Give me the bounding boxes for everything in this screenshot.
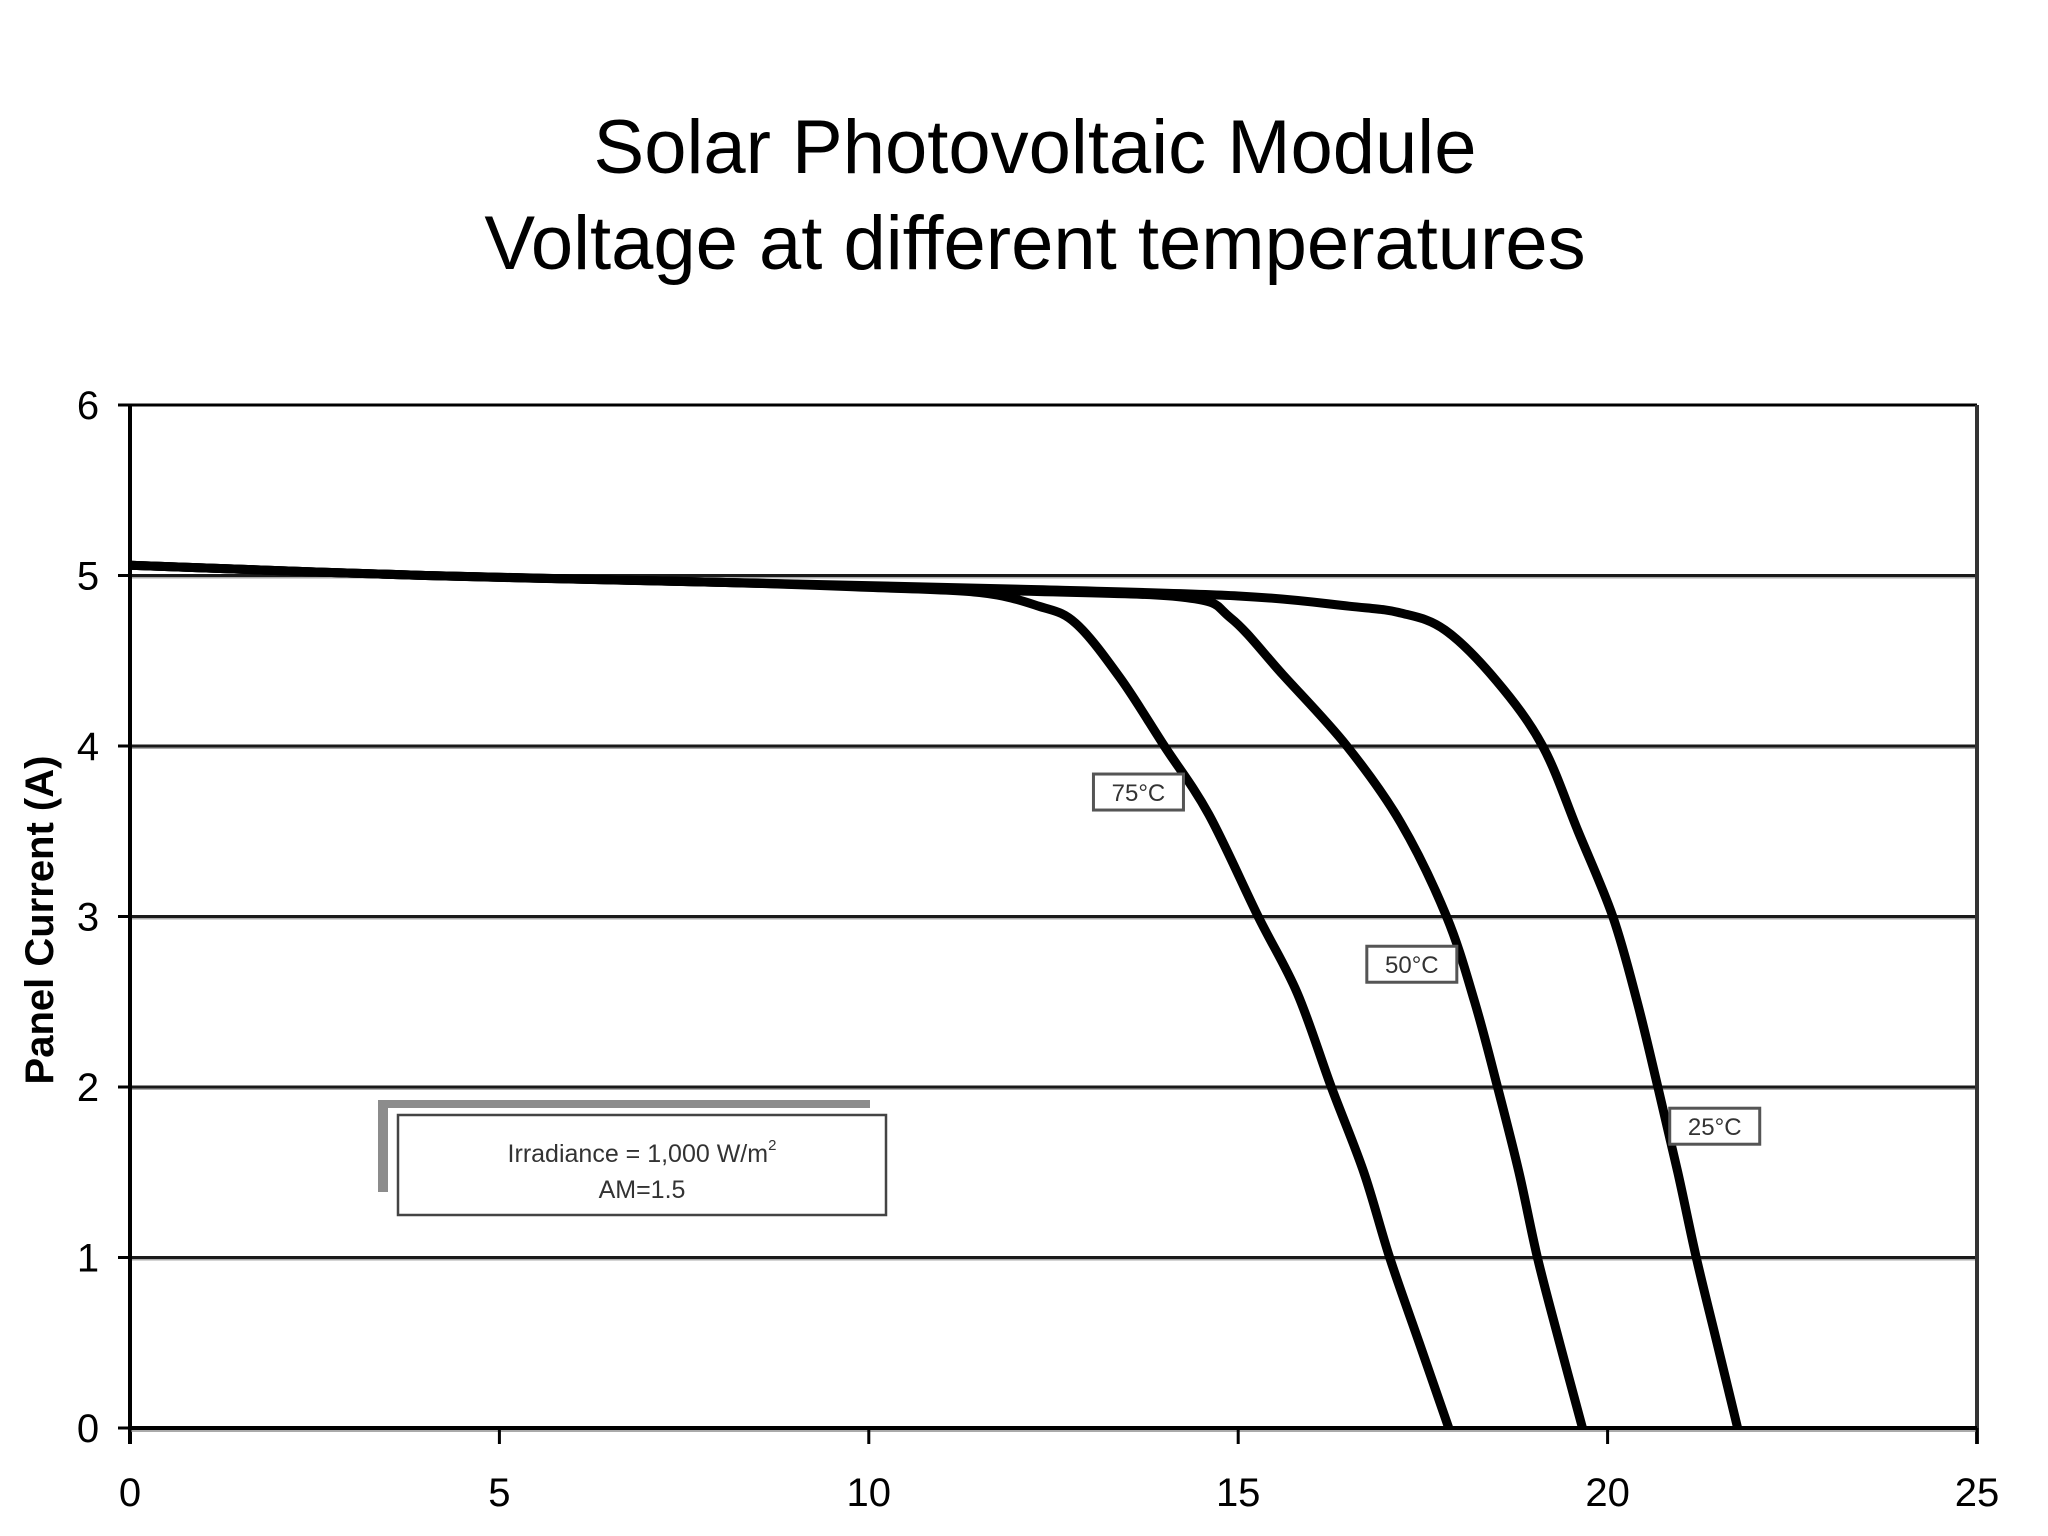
y-tick-label: 6	[77, 384, 99, 428]
y-tick-label: 3	[77, 896, 99, 940]
annotation-air-mass: AM=1.5	[599, 1176, 686, 1204]
curve-label-50c: 50°C	[1385, 952, 1439, 979]
curve-label-box	[1668, 1106, 1762, 1146]
x-tick-label: 15	[1216, 1471, 1261, 1515]
x-tick-label: 10	[847, 1471, 892, 1515]
chart-title-line-2: Voltage at different temperatures	[484, 201, 1586, 286]
x-tick-label: 20	[1585, 1471, 1630, 1515]
iv-curve-25c	[129, 560, 1743, 1430]
iv-curves	[129, 560, 1743, 1430]
x-tick-label: 5	[488, 1471, 510, 1515]
chart-title-line-1: Solar Photovoltaic Module	[593, 105, 1477, 190]
y-axis-ticks: 0 1 2 3 4 5 6	[77, 384, 130, 1451]
curve-label-box	[1365, 944, 1459, 984]
iv-curve-50c	[129, 560, 1587, 1430]
gridlines	[130, 574, 1977, 1261]
x-axis-ticks: 0 5 10 15 20 25	[119, 1428, 1999, 1515]
irradiance-annotation: Irradiance = 1,000 W/m2 AM=1.5	[378, 1100, 888, 1217]
y-tick-label: 0	[77, 1407, 99, 1451]
axes	[128, 403, 1979, 1444]
x-tick-label: 25	[1955, 1471, 2000, 1515]
x-tick-label: 0	[119, 1471, 141, 1515]
curve-label-box	[1091, 772, 1185, 812]
chart-title: Solar Photovoltaic Module Voltage at dif…	[0, 100, 2048, 292]
curve-labels: 75°C 50°C 25°C	[1091, 772, 1762, 1146]
y-tick-label: 4	[77, 725, 99, 769]
curve-label-75c: 75°C	[1112, 780, 1166, 807]
curve-label-25c: 25°C	[1688, 1114, 1742, 1141]
y-tick-label: 5	[77, 555, 99, 599]
iv-curve-75c	[129, 560, 1454, 1430]
y-tick-label: 1	[77, 1237, 99, 1281]
annotation-box	[396, 1113, 888, 1217]
y-tick-label: 2	[77, 1066, 99, 1110]
annotation-irradiance: Irradiance = 1,000 W/m2	[508, 1137, 777, 1168]
